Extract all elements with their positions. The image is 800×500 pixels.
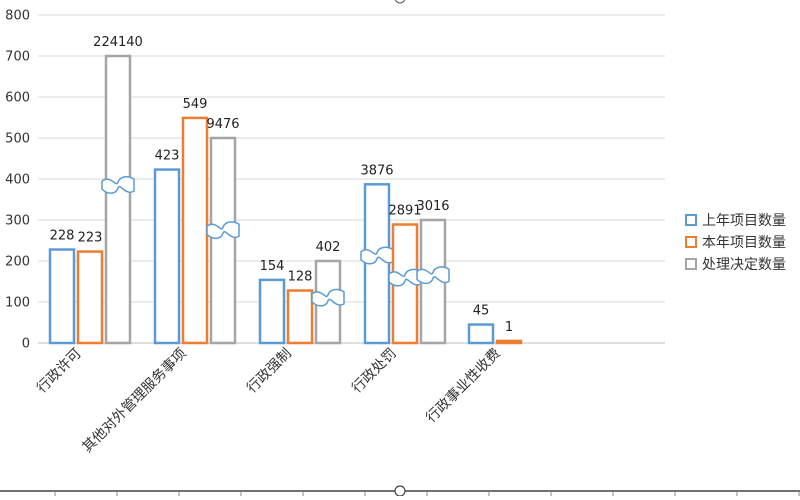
y-tick-label: 600 <box>5 91 30 106</box>
legend-label: 本年项目数量 <box>702 235 786 251</box>
axis-break-mark <box>311 288 345 307</box>
legend-swatch <box>685 214 697 226</box>
y-tick-label: 400 <box>5 173 30 188</box>
axis-break-mark <box>101 176 135 194</box>
data-label: 45 <box>473 304 490 319</box>
y-tick-label: 300 <box>5 214 30 229</box>
bars <box>48 54 523 345</box>
gridlines <box>38 14 665 344</box>
x-tick-label: 行政事业性收费 <box>423 346 504 427</box>
data-label: 3876 <box>360 163 393 178</box>
x-tick-label: 行政强制 <box>244 346 295 397</box>
selection-handle-bottom[interactable] <box>394 485 406 497</box>
x-tick-label: 其他对外管理服务事项 <box>80 346 190 456</box>
data-labels: 228 423 154 3876 45 223 549 128 2891 1 224140 9476 4… <box>50 35 514 335</box>
bar <box>48 248 76 345</box>
data-label: 549 <box>183 97 208 112</box>
data-label: 9476 <box>206 117 239 132</box>
selection-handle-top[interactable] <box>394 0 406 4</box>
y-tick-label: 500 <box>5 132 30 147</box>
legend-swatch <box>685 258 697 270</box>
y-axis: 0 100 200 300 400 500 600 700 800 <box>5 9 30 352</box>
bar <box>153 168 181 345</box>
y-tick-label: 200 <box>5 255 30 270</box>
data-label: 154 <box>260 259 285 274</box>
data-label: 1 <box>505 320 513 335</box>
x-tick-label: 行政许可 <box>34 346 85 397</box>
data-label: 224140 <box>93 35 143 50</box>
legend-label: 处理决定数量 <box>702 257 786 273</box>
legend-label: 上年项目数量 <box>702 213 786 229</box>
bar <box>286 289 314 345</box>
y-tick-label: 800 <box>5 9 30 24</box>
y-tick-label: 700 <box>5 50 30 65</box>
bar <box>76 250 104 345</box>
bar <box>209 136 237 345</box>
data-label: 423 <box>155 149 180 164</box>
data-label: 3016 <box>416 199 449 214</box>
data-label: 2891 <box>388 204 421 219</box>
y-tick-label: 100 <box>5 296 30 311</box>
x-tick-label: 行政处罚 <box>349 346 400 397</box>
bar <box>181 116 209 345</box>
data-label: 228 <box>50 229 75 244</box>
bar <box>467 323 495 345</box>
axis-break-mark <box>416 266 450 285</box>
data-label: 128 <box>288 270 313 285</box>
bar <box>104 54 132 345</box>
data-label: 223 <box>78 231 103 246</box>
y-tick-label: 0 <box>22 337 30 352</box>
legend-swatch <box>685 236 697 248</box>
bar <box>495 339 523 345</box>
axis-break-mark <box>206 221 240 239</box>
data-label: 402 <box>316 240 341 255</box>
bar <box>258 278 286 345</box>
